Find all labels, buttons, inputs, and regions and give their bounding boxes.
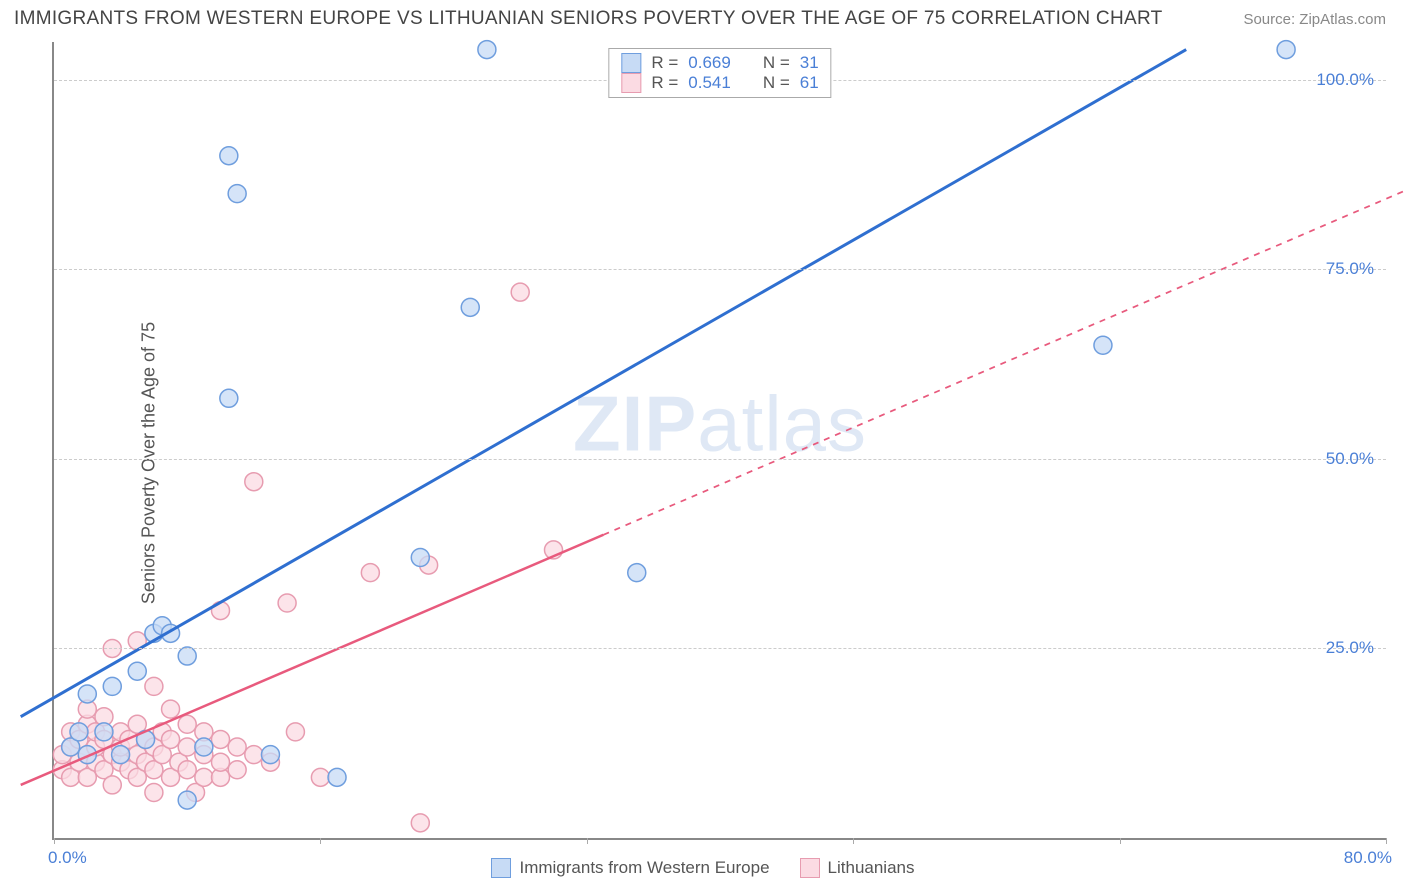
legend-label: Immigrants from Western Europe <box>519 858 769 878</box>
y-tick-label: 25.0% <box>1326 638 1374 658</box>
gridline <box>54 269 1386 270</box>
swatch-blue <box>491 858 511 878</box>
r-value-pink: 0.541 <box>688 73 731 93</box>
chart-area: Seniors Poverty Over the Age of 75 ZIPat… <box>0 38 1406 888</box>
r-value-blue: 0.669 <box>688 53 731 73</box>
y-tick-label: 50.0% <box>1326 449 1374 469</box>
y-tick-label: 75.0% <box>1326 259 1374 279</box>
swatch-pink <box>621 73 641 93</box>
chart-title: IMMIGRANTS FROM WESTERN EUROPE VS LITHUA… <box>14 8 1163 30</box>
correlation-legend: R = 0.669 N = 31 R = 0.541 N = 61 <box>608 48 831 98</box>
swatch-pink <box>800 858 820 878</box>
x-tick <box>54 838 55 844</box>
correlation-row-blue: R = 0.669 N = 31 <box>621 53 818 73</box>
legend-label: Lithuanians <box>828 858 915 878</box>
legend-item-pink: Lithuanians <box>800 858 915 878</box>
plot-region: ZIPatlas R = 0.669 N = 31 R = 0.541 N = … <box>52 42 1386 840</box>
x-tick <box>587 838 588 844</box>
legend-item-blue: Immigrants from Western Europe <box>491 858 769 878</box>
x-tick <box>1386 838 1387 844</box>
header: IMMIGRANTS FROM WESTERN EUROPE VS LITHUA… <box>0 0 1406 38</box>
x-tick <box>1120 838 1121 844</box>
n-label: N = <box>763 73 790 93</box>
gridline <box>54 459 1386 460</box>
x-tick <box>320 838 321 844</box>
swatch-blue <box>621 53 641 73</box>
bottom-legend: Immigrants from Western Europe Lithuania… <box>0 858 1406 878</box>
x-tick <box>853 838 854 844</box>
r-label: R = <box>651 53 678 73</box>
n-label: N = <box>763 53 790 73</box>
gridline <box>54 648 1386 649</box>
source-attribution: Source: ZipAtlas.com <box>1243 11 1386 28</box>
correlation-row-pink: R = 0.541 N = 61 <box>621 73 818 93</box>
y-tick-label: 100.0% <box>1316 70 1374 90</box>
n-value-pink: 61 <box>800 73 819 93</box>
r-label: R = <box>651 73 678 93</box>
n-value-blue: 31 <box>800 53 819 73</box>
plot-svg <box>54 42 1386 838</box>
